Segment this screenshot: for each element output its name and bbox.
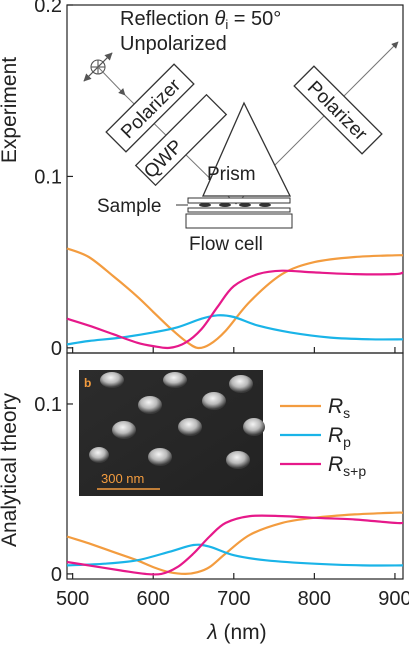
bottom-series-Rs-line	[66, 511, 404, 575]
x-tick-label: 900	[378, 588, 409, 610]
schematic-subtitle: Unpolarized	[120, 33, 227, 55]
x-tick-label: 700	[217, 588, 250, 610]
schematic-title: Reflection θi = 50°	[120, 8, 281, 32]
x-axis-variable: λ	[206, 621, 217, 644]
bottom-axis-ticks: 0 0.1 500 600 700 800 900	[34, 394, 409, 610]
prism-label: Prism	[207, 164, 256, 185]
top-y-tick-label: 0.1	[34, 166, 62, 188]
bottom-panel-frame	[66, 352, 404, 580]
prism-shape	[202, 101, 292, 197]
bottom-series-Rsp-line	[66, 514, 404, 576]
sample-label: Sample	[97, 196, 161, 217]
bottom-y-tick-label: 0.1	[34, 394, 62, 416]
scale-bar-label: 300 nm	[101, 471, 144, 486]
inset-panel-label: b	[84, 376, 91, 390]
bottom-series-lines	[66, 511, 404, 576]
bottom-y-tick-label: 0	[51, 564, 62, 586]
output-polarizer-label: Polarizer	[303, 77, 371, 145]
output-polarizer: Polarizer	[293, 65, 383, 155]
top-series-Rs-line	[66, 247, 404, 350]
sem-image	[79, 370, 263, 496]
flow-cell-label: Flow cell	[189, 234, 263, 255]
top-axis-ticks: 0 0.1 0.2	[34, 0, 396, 360]
x-tick-label: 800	[298, 588, 331, 610]
legend-label-Rsp: Rs+p	[328, 453, 366, 479]
top-series-lines	[66, 247, 404, 350]
bottom-series-Rp-line	[66, 543, 404, 567]
legend: Rs Rp Rs+p	[280, 395, 366, 479]
sample-stack	[176, 197, 293, 229]
setup-schematic: Reflection θi = 50° Unpolarized Prism Po…	[83, 8, 399, 255]
legend-label-Rp: Rp	[328, 424, 351, 450]
legend-label-Rs: Rs	[328, 395, 350, 421]
sem-inset: b 300 nm	[79, 370, 265, 496]
x-tick-label: 600	[137, 588, 170, 610]
x-axis-label: λ (nm)	[206, 621, 266, 644]
top-y-tick-label: 0	[51, 338, 62, 360]
x-tick-label: 500	[56, 588, 89, 610]
x-axis-unit: (nm)	[218, 621, 267, 644]
top-y-tick-label: 0.2	[34, 0, 62, 17]
bottom-y-axis-label: Analytical theory	[0, 392, 21, 547]
top-y-axis-label: Experiment	[0, 57, 21, 163]
top-series-Rsp-line	[66, 269, 404, 350]
